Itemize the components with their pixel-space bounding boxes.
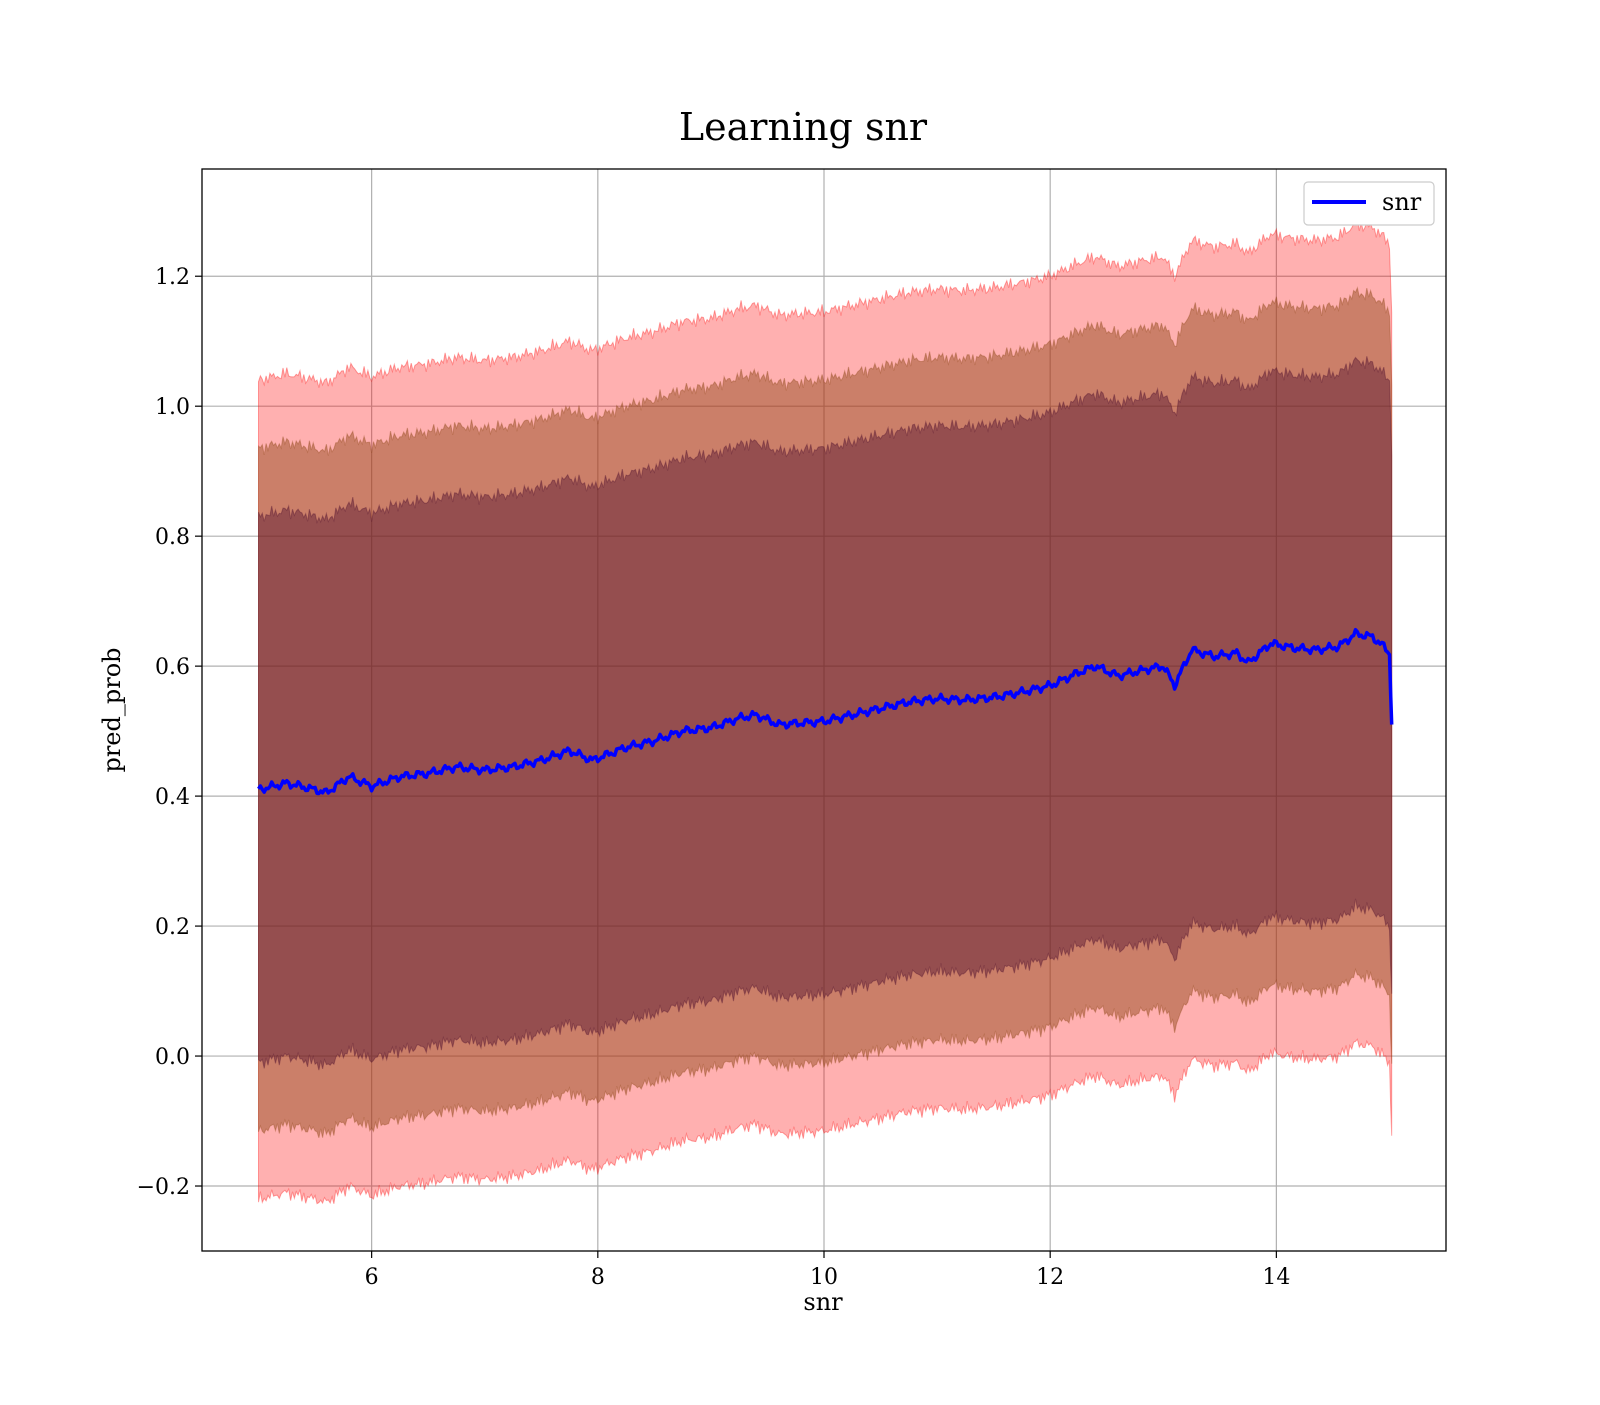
uncertainty-bands (258, 216, 1393, 1205)
series-lines (257, 627, 1394, 796)
x-axis-label: snr (803, 1288, 843, 1316)
y-tick-label: 1.2 (155, 265, 190, 290)
x-tick-label: 6 (365, 1265, 379, 1290)
x-tick-label: 14 (1262, 1265, 1290, 1290)
grid (202, 169, 1446, 1251)
series-line-snr (257, 627, 1394, 796)
x-tick-label: 10 (810, 1265, 838, 1290)
legend[interactable]: snr (1303, 181, 1435, 226)
plot-frame (201, 168, 1447, 1252)
x-tick-label: 12 (1036, 1265, 1064, 1290)
confidence-band (258, 356, 1393, 1071)
legend-box (1303, 181, 1435, 226)
x-tick-label: 8 (591, 1265, 605, 1290)
y-axis-label: pred_prob (98, 647, 126, 772)
y-tick-label: 1.0 (155, 395, 190, 420)
confidence-band (258, 216, 1393, 1205)
y-tick-label: 0.2 (155, 915, 190, 940)
y-tick-label: 0.6 (155, 655, 190, 680)
chart-title: Learning snr (679, 105, 928, 149)
y-tick-label: 0.4 (155, 785, 190, 810)
y-tick-label: −0.2 (137, 1175, 190, 1200)
confidence-band (258, 286, 1393, 1138)
legend-label: snr (1382, 188, 1422, 216)
y-tick-label: 0.8 (155, 525, 190, 550)
y-tick-label: 0.0 (155, 1045, 190, 1070)
ticks: 6 8 10 12 14 −0.2 0.0 0.2 0.4 0.6 0.8 1.0 1.2 (137, 265, 1291, 1290)
